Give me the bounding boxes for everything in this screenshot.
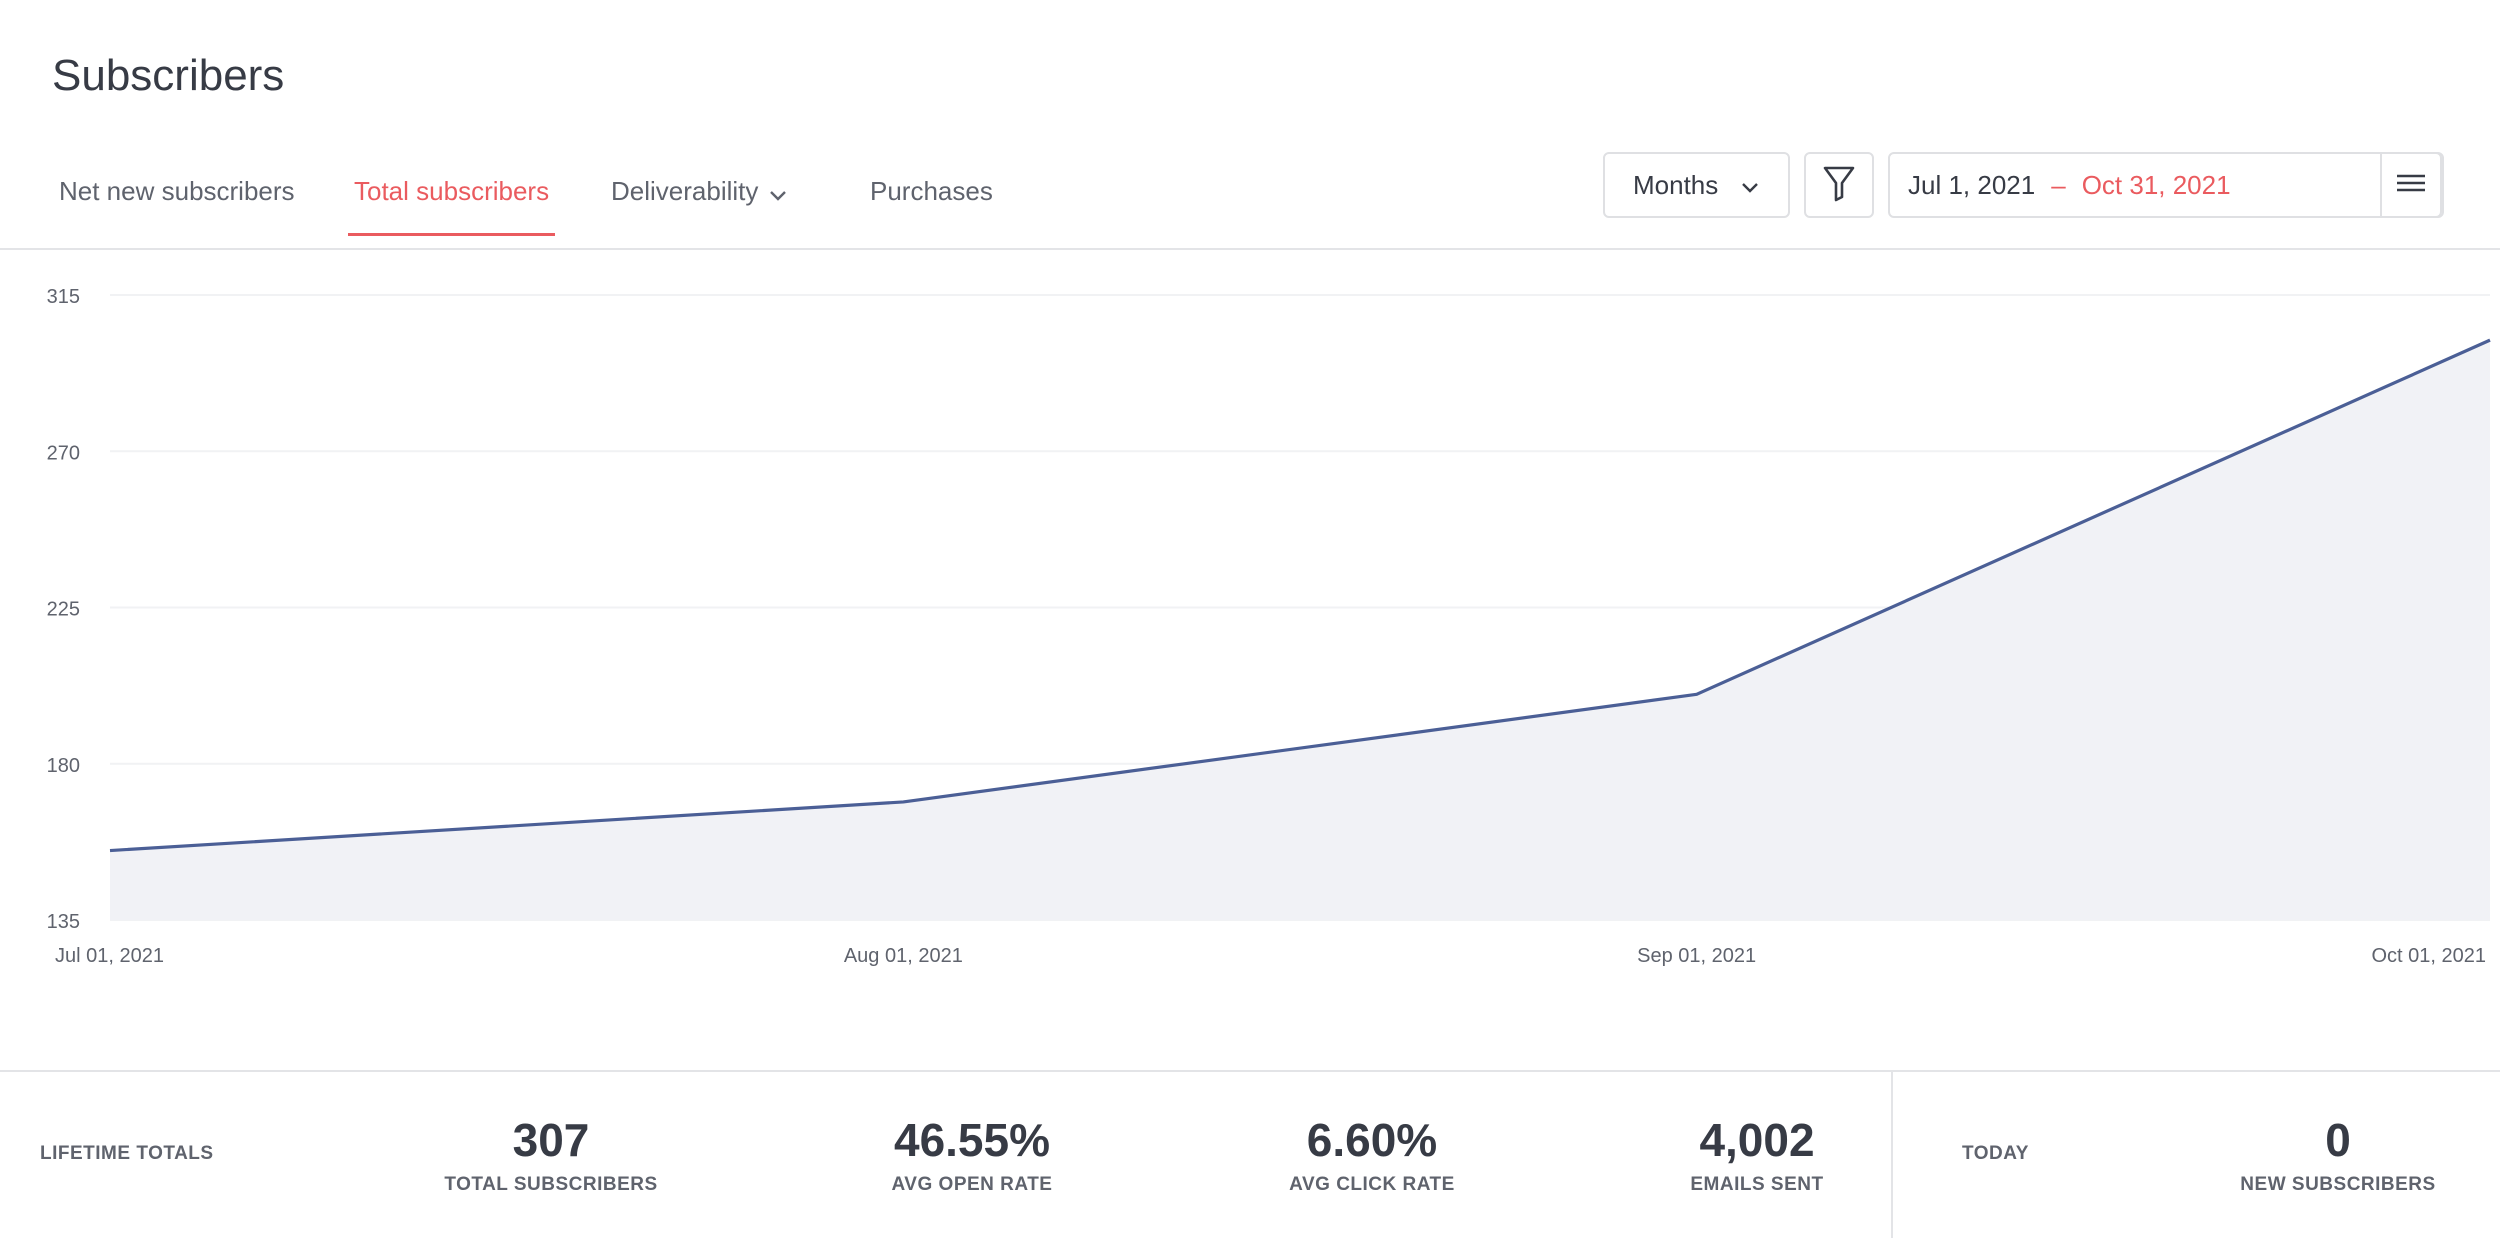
hamburger-icon — [2395, 170, 2427, 201]
y-tick-label: 225 — [47, 599, 80, 621]
x-tick-label: Oct 01, 2021 — [2371, 945, 2486, 967]
tab-purchases[interactable]: Purchases — [870, 166, 993, 236]
x-tick-label: Aug 01, 2021 — [844, 945, 963, 967]
date-range-separator: – — [2051, 169, 2066, 200]
stat-value: 4,002 — [1699, 1114, 1815, 1166]
tabs-divider — [0, 248, 2500, 250]
date-range-start[interactable]: Jul 1, 2021 — [1908, 169, 2036, 200]
stat-label: TOTAL SUBSCRIBERS — [444, 1174, 658, 1195]
stat-label: AVG OPEN RATE — [891, 1174, 1053, 1195]
tab-label: Total subscribers — [354, 176, 550, 206]
page-title: Subscribers — [52, 51, 285, 100]
footer-divider — [0, 1070, 2500, 1072]
period-select-value: Months — [1633, 169, 1719, 200]
y-tick-label: 180 — [47, 755, 80, 777]
stat-label: AVG CLICK RATE — [1289, 1174, 1455, 1195]
x-tick-label: Jul 01, 2021 — [55, 945, 164, 967]
today-label: TODAY — [1962, 1143, 2029, 1164]
tab-net-new-subscribers[interactable]: Net new subscribers — [59, 166, 295, 236]
period-select[interactable]: Months — [1603, 152, 1790, 218]
chevron-down-icon — [1740, 170, 1760, 201]
chevron-down-icon — [768, 168, 788, 218]
footer-vertical-divider — [1891, 1072, 1893, 1238]
tab-label: Deliverability — [611, 176, 759, 206]
filter-button[interactable] — [1804, 152, 1874, 218]
y-tick-label: 270 — [47, 442, 80, 464]
tab-label: Purchases — [870, 176, 993, 206]
stat-emails-sent: 4,002 EMAILS SENT — [1577, 1108, 1937, 1196]
stat-avg-open-rate: 46.55% AVG OPEN RATE — [792, 1108, 1152, 1196]
series-line — [109, 338, 2491, 853]
stat-avg-click-rate: 6.60% AVG CLICK RATE — [1192, 1108, 1552, 1196]
date-range-end[interactable]: Oct 31, 2021 — [2081, 169, 2231, 200]
tab-label: Net new subscribers — [59, 176, 295, 206]
stat-total-subscribers: 307 TOTAL SUBSCRIBERS — [371, 1108, 731, 1196]
date-range-picker[interactable]: Jul 1, 2021 – Oct 31, 2021 — [1888, 152, 2444, 218]
total-subscribers-chart: 135 180 225 270 315 Jul 01, 2021 Aug 01, 2021 S… — [47, 286, 2491, 967]
tab-total-subscribers[interactable]: Total subscribers — [347, 166, 556, 236]
stat-value: 46.55% — [893, 1114, 1050, 1166]
y-tick-label: 135 — [47, 911, 80, 933]
stat-value: 0 — [2325, 1114, 2351, 1166]
stat-label: NEW SUBSCRIBERS — [2240, 1174, 2436, 1195]
series-area — [110, 340, 2490, 920]
lifetime-totals-label: LIFETIME TOTALS — [40, 1143, 214, 1164]
tab-deliverability[interactable]: Deliverability — [611, 166, 788, 236]
menu-button[interactable] — [2380, 152, 2442, 218]
funnel-icon — [1822, 164, 1856, 207]
x-tick-label: Sep 01, 2021 — [1637, 945, 1756, 967]
stat-new-subscribers: 0 NEW SUBSCRIBERS — [2158, 1108, 2500, 1196]
stat-value: 6.60% — [1306, 1114, 1438, 1166]
stat-label: EMAILS SENT — [1690, 1174, 1824, 1195]
y-tick-label: 315 — [47, 286, 80, 308]
stat-value: 307 — [512, 1114, 590, 1166]
